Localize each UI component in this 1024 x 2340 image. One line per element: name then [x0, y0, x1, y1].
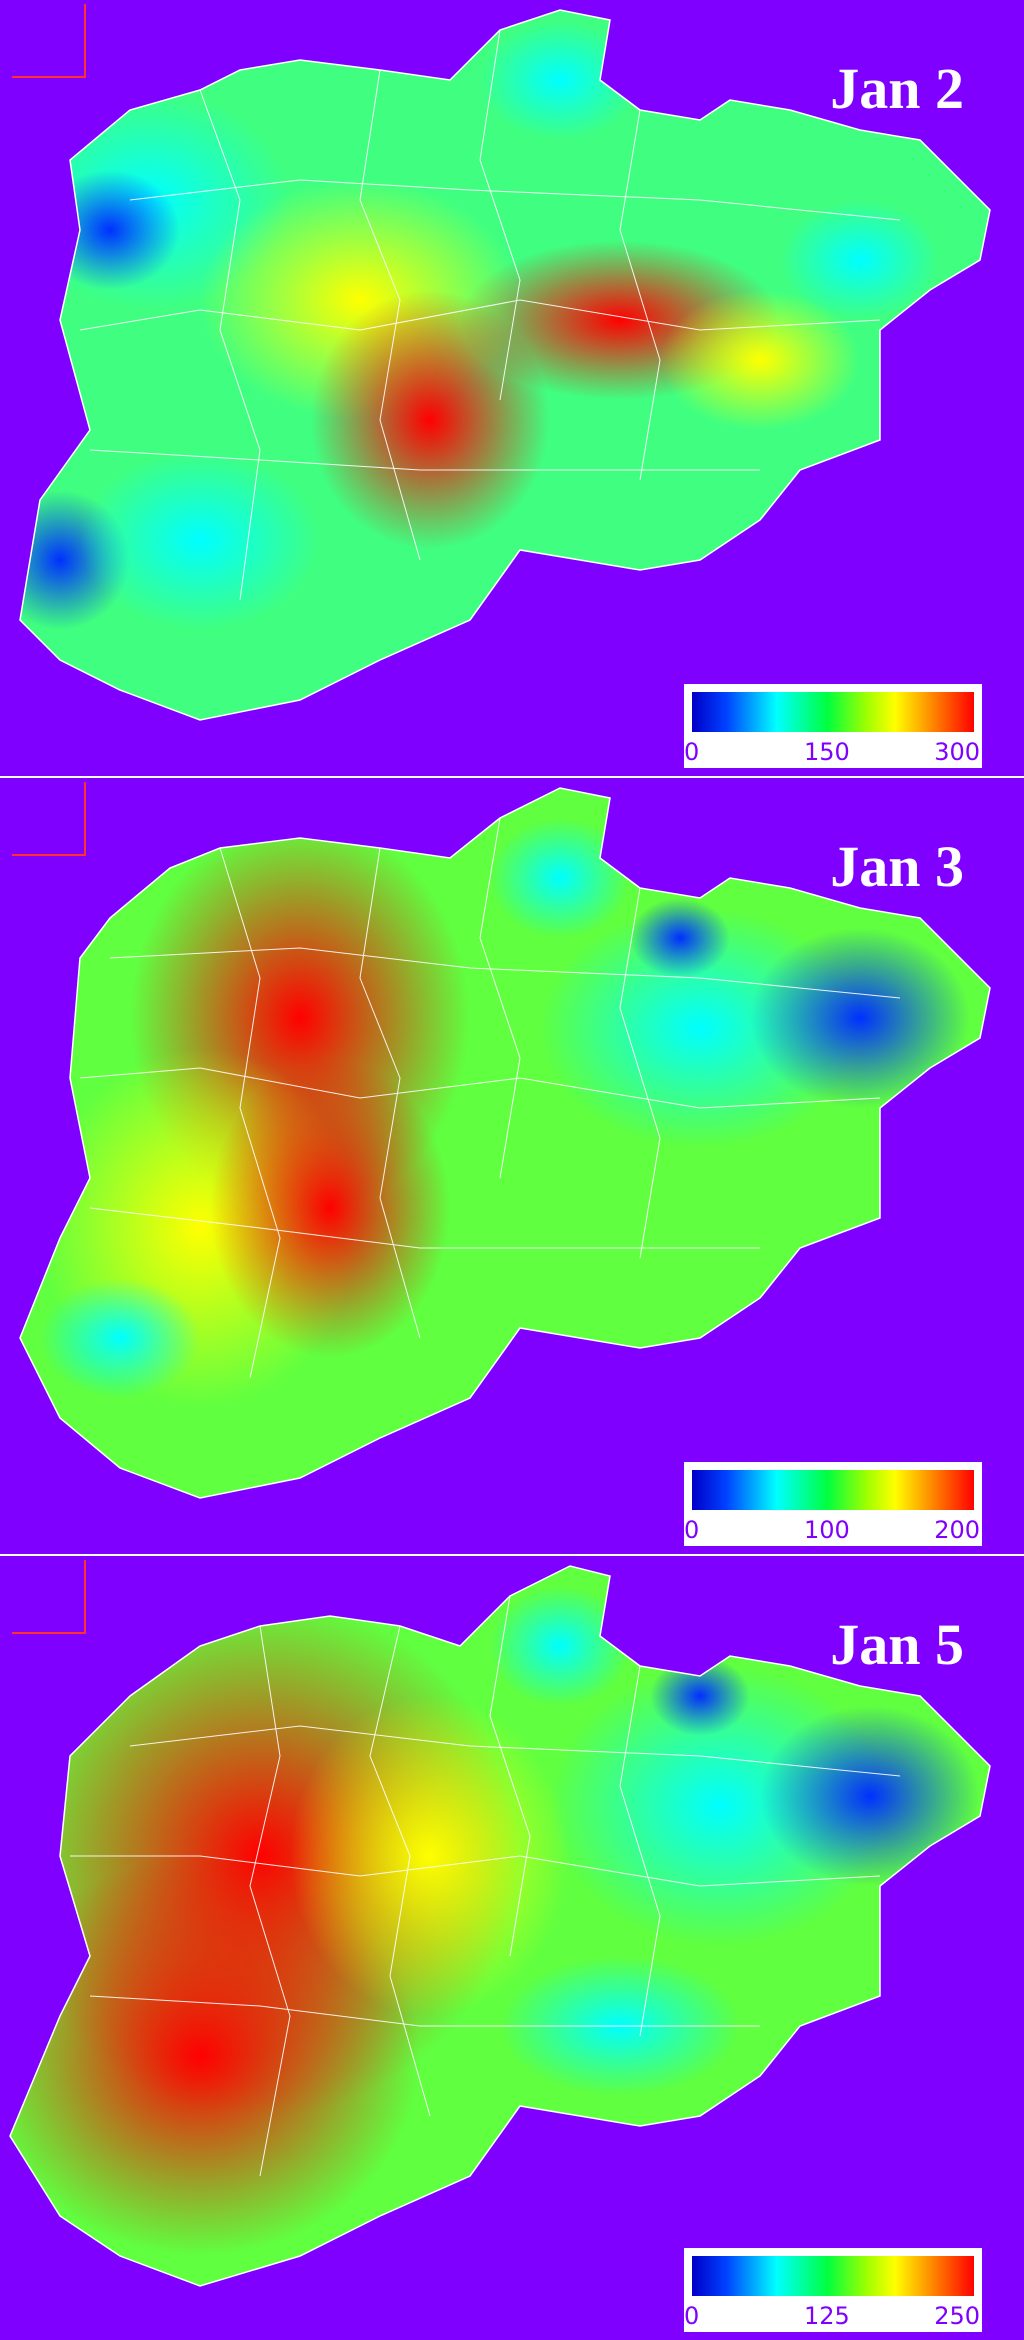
colorbar-max-label: 250	[934, 2302, 980, 2330]
colorbar-max-label: 200	[934, 1516, 980, 1544]
colorbar: 0 100 200	[684, 1462, 982, 1546]
map-panel-jan-5: Jan 5 0 125 250	[0, 1556, 1024, 2340]
map-panel-jan-2: Jan 2 0 150 300	[0, 0, 1024, 776]
colorbar-min-label: 0	[684, 738, 700, 766]
colorbar-mid-label: 125	[804, 2302, 850, 2330]
corner-marker	[12, 4, 86, 78]
colorbar-max-label: 300	[934, 738, 980, 766]
colorbar-gradient	[692, 692, 974, 732]
heatmap-jan-2	[19, 9, 991, 721]
date-label: Jan 3	[830, 834, 964, 899]
colorbar-min-label: 0	[684, 1516, 700, 1544]
colorbar-gradient	[692, 2256, 974, 2296]
colorbar: 0 125 250	[684, 2248, 982, 2332]
map-panel-jan-3: Jan 3 0 100 200	[0, 778, 1024, 1554]
corner-marker	[12, 1560, 86, 1634]
corner-marker	[12, 782, 86, 856]
colorbar-mid-label: 150	[804, 738, 850, 766]
colorbar: 0 150 300	[684, 684, 982, 768]
heatmap-jan-3	[19, 787, 991, 1499]
colorbar-mid-label: 100	[804, 1516, 850, 1544]
colorbar-min-label: 0	[684, 2302, 700, 2330]
date-label: Jan 5	[830, 1612, 964, 1677]
heatmap-jan-5	[9, 1565, 991, 2287]
date-label: Jan 2	[830, 56, 964, 121]
colorbar-gradient	[692, 1470, 974, 1510]
